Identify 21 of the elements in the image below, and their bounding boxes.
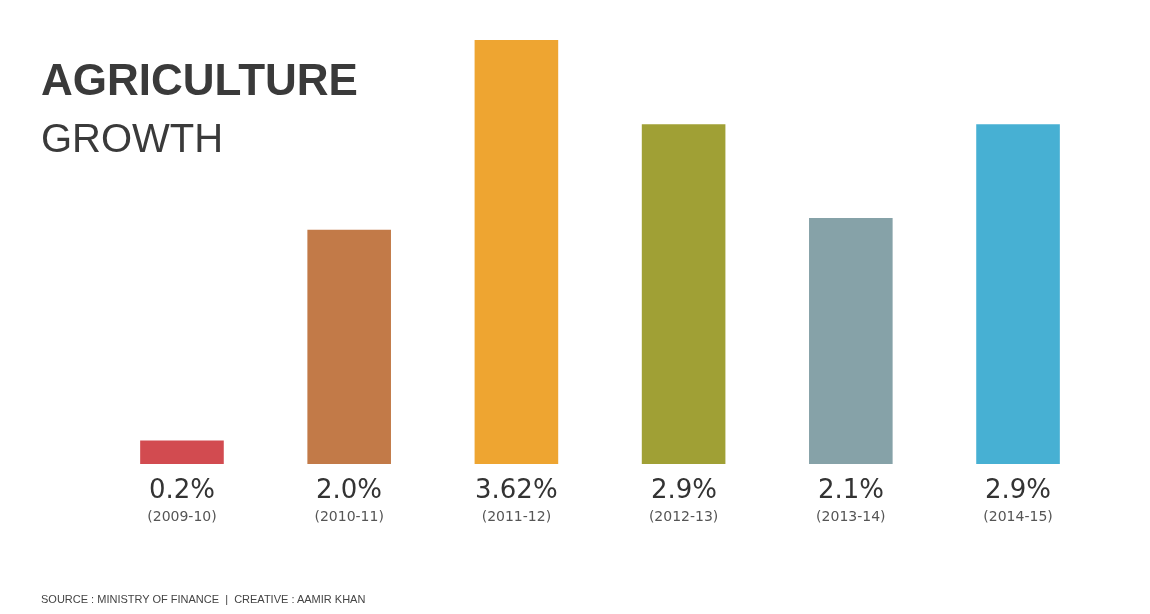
bar <box>976 124 1060 464</box>
x-tick-label: (2011-12) <box>481 508 552 524</box>
x-tick-label: (2014-15) <box>983 508 1053 524</box>
x-tick-label: (2009-10) <box>147 508 217 524</box>
data-label: 3.62% <box>475 474 558 504</box>
bar <box>809 218 893 464</box>
bar <box>307 229 391 464</box>
data-label: 0.2% <box>149 474 216 504</box>
x-tick-label: (2010-11) <box>314 508 384 524</box>
text: GROWTH <box>41 116 224 161</box>
bar <box>641 124 726 464</box>
x-tick-label: (2012-13) <box>648 508 719 524</box>
x-tick-label: (2013-14) <box>816 508 886 524</box>
data-label: 2.9% <box>985 474 1052 504</box>
data-label: 2.0% <box>316 474 383 504</box>
data-label: 2.9% <box>651 474 718 504</box>
data-label: 2.1% <box>818 474 885 504</box>
bar <box>474 40 559 464</box>
chart-title: AGRICULTURE <box>41 55 358 104</box>
source-note: SOURCE : MINISTRY OF FINANCE | CREATIVE : AAMIR KHAN <box>41 593 366 605</box>
bar <box>140 440 224 464</box>
